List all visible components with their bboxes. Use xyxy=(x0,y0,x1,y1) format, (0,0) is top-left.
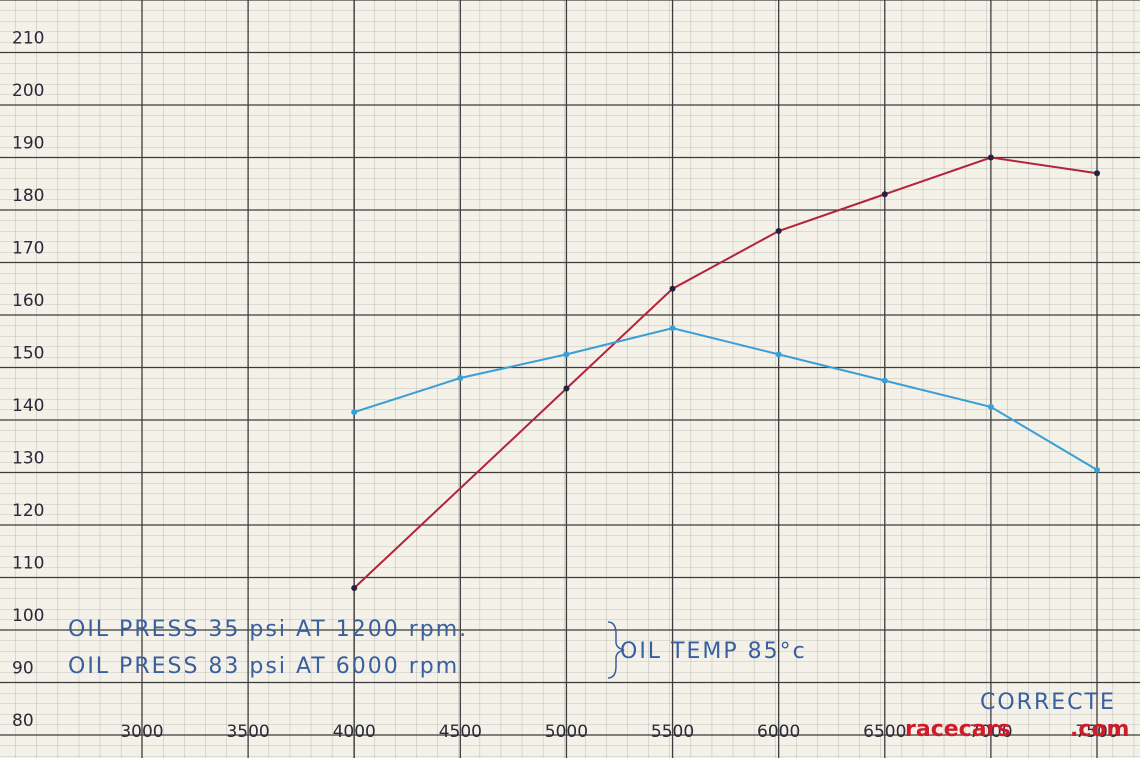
x-tick-label: 6000 xyxy=(757,722,800,742)
x-tick-label: 7000 xyxy=(969,722,1012,742)
y-tick-label: 140 xyxy=(12,396,44,416)
y-tick-label: 190 xyxy=(12,134,44,154)
y-tick-label: 130 xyxy=(12,449,44,469)
data-point xyxy=(563,351,570,358)
y-tick-label: 180 xyxy=(12,186,44,206)
watermark: .com xyxy=(1070,717,1129,742)
y-tick-label: 210 xyxy=(12,29,44,49)
x-tick-label: 3000 xyxy=(120,722,163,742)
y-tick-label: 160 xyxy=(12,291,44,311)
data-point xyxy=(1094,170,1100,177)
y-tick-label: 120 xyxy=(12,501,44,521)
data-point xyxy=(669,285,676,292)
x-tick-label: 7500 xyxy=(1075,722,1118,742)
y-tick-label: 100 xyxy=(12,606,44,626)
y-tick-label: 200 xyxy=(12,81,44,101)
data-point xyxy=(987,154,994,161)
annotation: OIL PRESS 83 psi AT 6000 rpm xyxy=(68,654,459,679)
watermark: racecars xyxy=(905,717,1011,742)
data-point xyxy=(775,228,782,234)
y-tick-label: 110 xyxy=(12,554,44,574)
x-tick-label: 3500 xyxy=(226,722,269,742)
data-point xyxy=(1094,466,1100,473)
data-point xyxy=(669,325,676,332)
series-line xyxy=(353,327,1098,471)
x-tick-label: 4500 xyxy=(439,722,482,742)
x-tick-label: 4000 xyxy=(333,722,376,742)
data-point xyxy=(881,377,888,384)
y-tick-label: 90 xyxy=(12,659,34,679)
data-point xyxy=(457,375,464,381)
x-tick-label: 5500 xyxy=(651,722,694,742)
annotation: OIL PRESS 35 psi AT 1200 rpm. xyxy=(68,617,468,642)
data-point xyxy=(351,585,358,591)
x-tick-label: 6500 xyxy=(863,722,906,742)
data-point xyxy=(775,351,782,358)
data-point xyxy=(351,409,358,416)
x-tick-label: 5000 xyxy=(545,722,588,742)
y-tick-label: 150 xyxy=(12,344,44,364)
data-point xyxy=(563,385,570,392)
annotation: CORRECTE xyxy=(980,690,1116,715)
y-tick-label: 170 xyxy=(12,239,44,259)
y-tick-label: 80 xyxy=(12,711,34,731)
brace xyxy=(607,621,625,679)
data-point xyxy=(987,403,994,410)
data-point xyxy=(881,191,888,198)
annotation: OIL TEMP 85°c xyxy=(620,639,807,664)
